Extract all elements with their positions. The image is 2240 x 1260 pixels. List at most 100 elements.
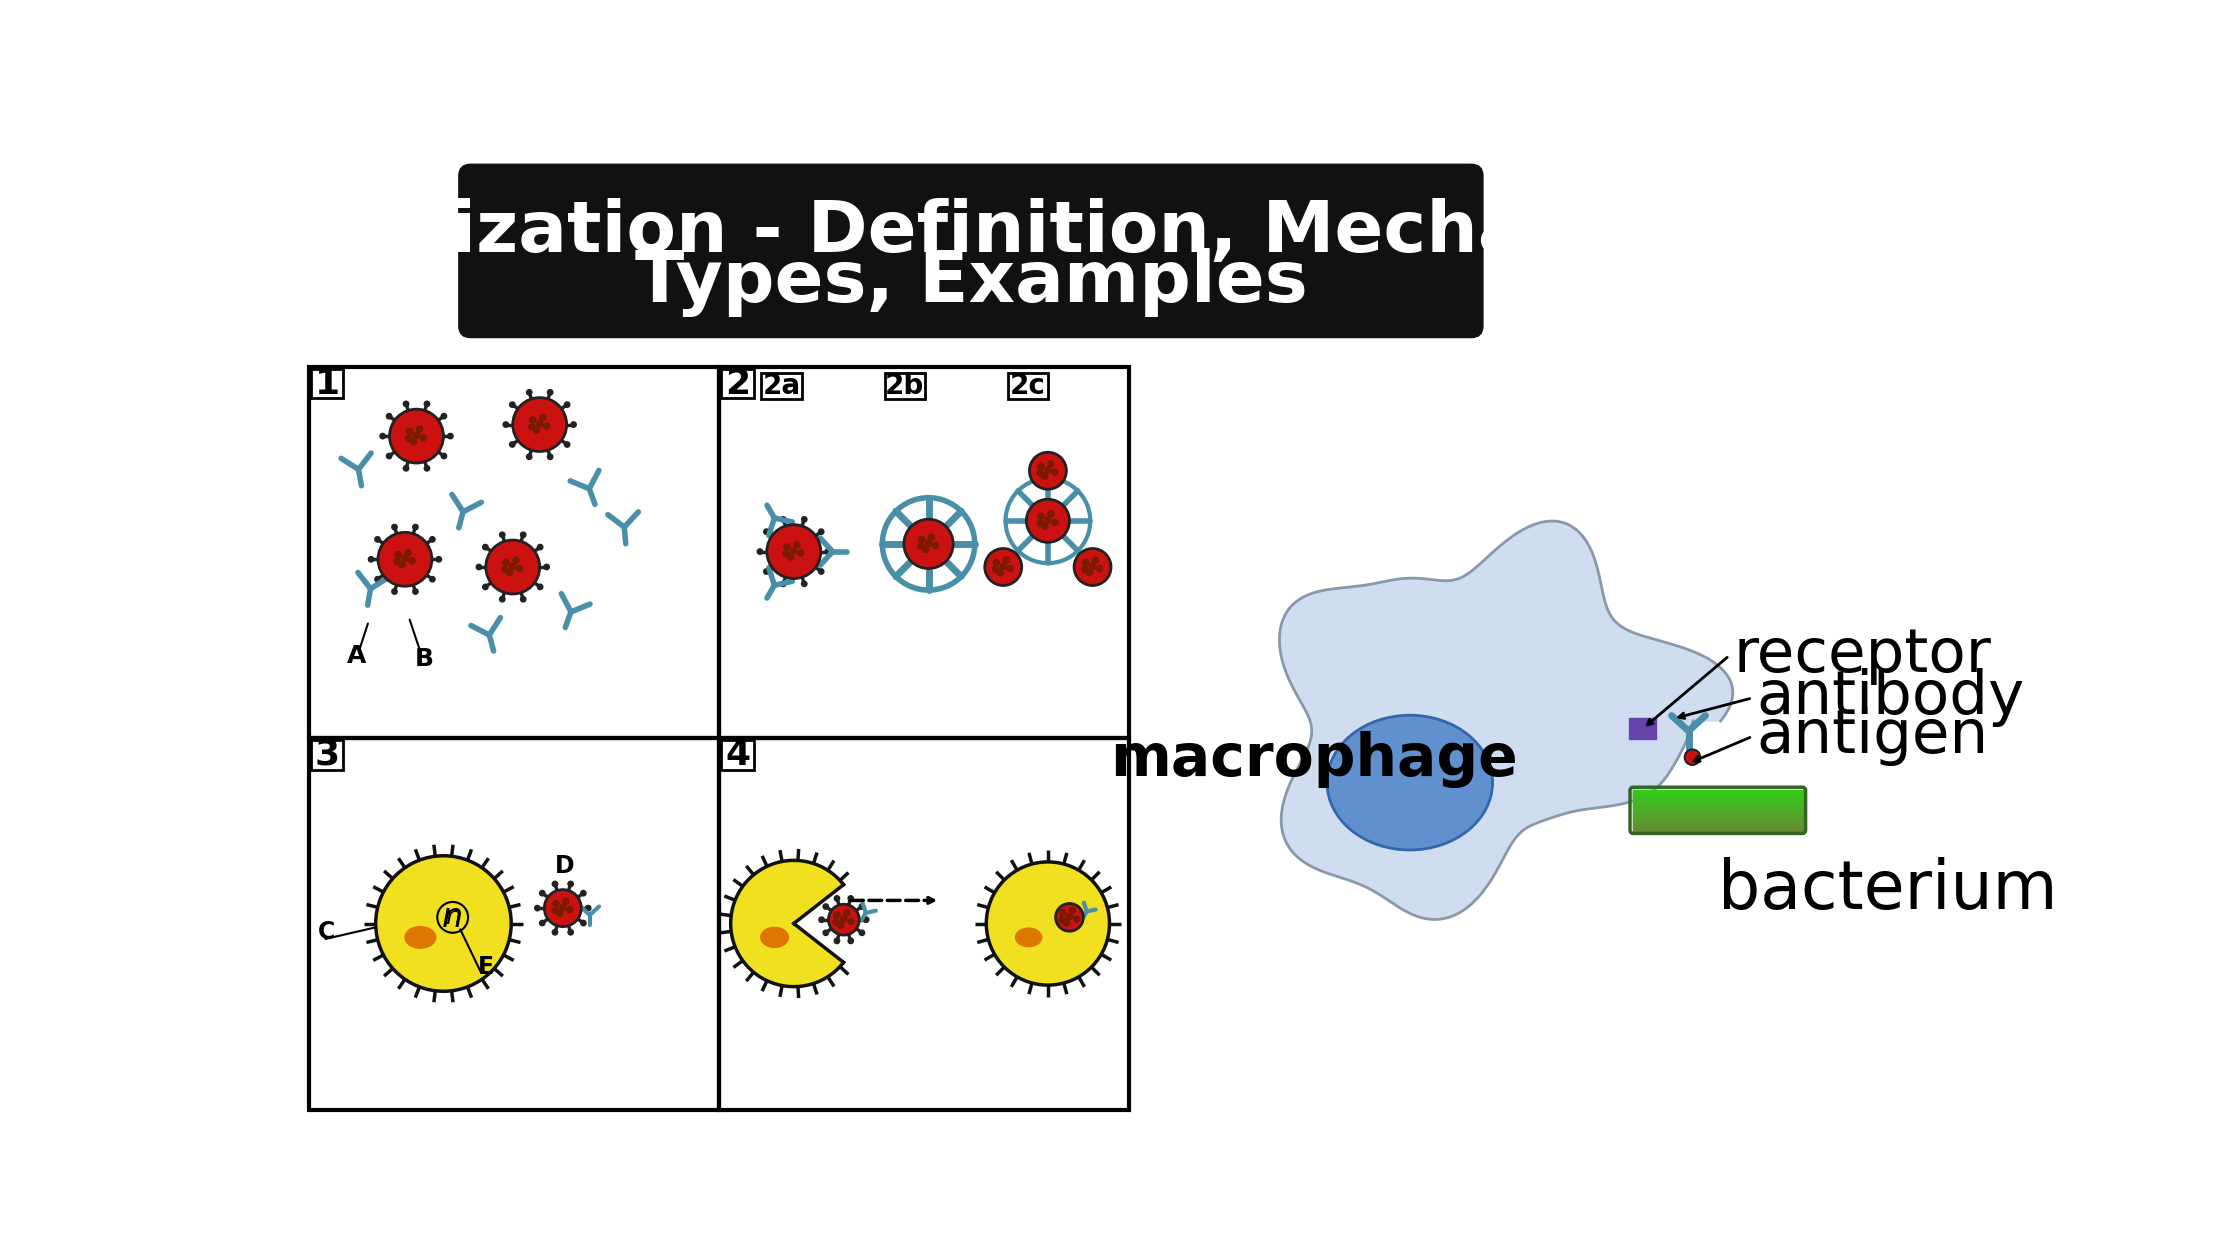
Circle shape [1073,548,1111,586]
Circle shape [1082,559,1089,566]
Bar [1633,801,1803,804]
Circle shape [423,466,430,471]
Text: 3: 3 [314,738,340,772]
Circle shape [441,413,446,418]
Circle shape [833,919,840,925]
Circle shape [1008,566,1012,572]
Circle shape [862,917,869,922]
Polygon shape [1279,522,1734,920]
FancyBboxPatch shape [459,164,1483,338]
Circle shape [526,389,531,396]
Circle shape [1048,510,1055,517]
Text: Opsonization - Definition, Mechanism,: Opsonization - Definition, Mechanism, [193,198,1747,267]
Bar [1633,813,1803,815]
Circle shape [504,422,508,427]
Circle shape [791,548,797,554]
Circle shape [448,433,452,438]
Circle shape [1004,557,1010,563]
Circle shape [1042,472,1048,479]
Text: 1: 1 [314,367,340,401]
Circle shape [508,402,515,407]
Ellipse shape [1326,716,1492,850]
Circle shape [385,454,392,459]
Circle shape [556,911,562,916]
Circle shape [1026,499,1068,542]
Circle shape [1037,513,1044,519]
Circle shape [508,442,515,447]
Circle shape [529,423,535,430]
Circle shape [506,570,513,576]
Circle shape [1089,563,1095,570]
Circle shape [500,596,504,602]
Text: 2: 2 [726,367,750,401]
Circle shape [412,588,419,595]
Circle shape [1030,452,1066,489]
Circle shape [833,896,840,901]
Bar [1633,806,1803,809]
Bar [1633,796,1803,799]
Circle shape [544,564,549,570]
Bar [1633,814,1803,816]
Circle shape [1037,464,1044,469]
Circle shape [1086,570,1093,576]
Circle shape [405,436,412,441]
Circle shape [367,557,374,562]
Circle shape [580,891,587,896]
Bar [1633,827,1803,828]
Circle shape [932,542,939,548]
Bar [1633,818,1803,820]
Circle shape [793,542,800,548]
Circle shape [784,544,791,551]
Bar [1633,804,1803,805]
Circle shape [585,906,591,911]
Bar [721,741,753,770]
Circle shape [860,930,865,935]
Circle shape [840,916,847,922]
Bar [762,373,802,399]
Circle shape [833,939,840,944]
Text: D: D [556,854,576,878]
Circle shape [405,428,412,435]
Bar [719,367,1129,738]
Circle shape [410,438,417,445]
Circle shape [930,534,934,541]
Circle shape [412,524,419,529]
Circle shape [1053,469,1057,475]
Text: C: C [318,920,336,944]
Text: n: n [446,906,461,930]
Circle shape [997,570,1004,576]
Circle shape [482,544,488,549]
Circle shape [780,581,786,586]
Circle shape [757,549,762,554]
Bar [1633,816,1803,819]
Circle shape [1048,461,1055,467]
Circle shape [1066,914,1073,920]
Circle shape [520,596,526,602]
Circle shape [822,903,829,910]
Circle shape [918,537,925,542]
Bar [311,369,343,398]
Text: 2b: 2b [885,372,925,401]
Circle shape [482,585,488,590]
Circle shape [538,421,542,427]
Text: bacterium: bacterium [1718,857,2056,924]
Circle shape [1042,523,1048,529]
Bar [1633,829,1803,832]
Circle shape [390,410,444,464]
Circle shape [562,898,569,905]
Bar [1633,823,1803,825]
Circle shape [551,907,558,913]
Circle shape [540,415,547,421]
Circle shape [784,551,788,557]
Circle shape [569,930,573,935]
Circle shape [905,519,954,568]
Circle shape [553,881,558,887]
Circle shape [544,423,549,430]
Circle shape [844,910,849,916]
Polygon shape [730,861,844,987]
Circle shape [571,422,576,427]
Circle shape [513,398,567,451]
Circle shape [538,585,542,590]
Ellipse shape [405,926,437,948]
Bar [309,367,719,738]
